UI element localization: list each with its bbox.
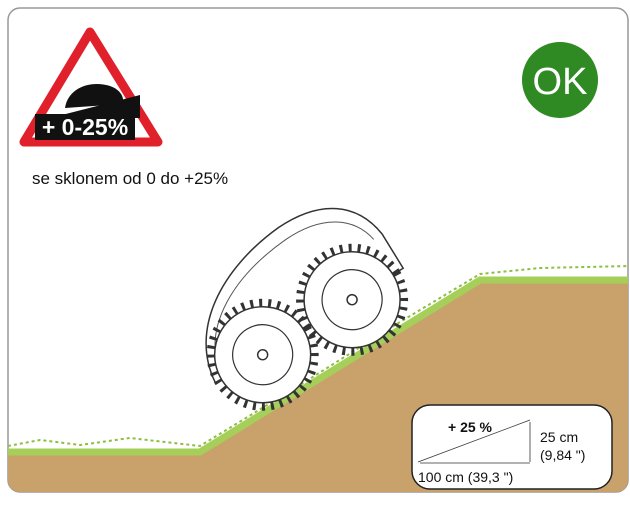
- inset-rise-inches: (9,84 "): [540, 447, 585, 463]
- inset-rise: 25 cm: [540, 429, 578, 445]
- illustration: + 0-25% OK se sklonem od 0 do +25% + 25 …: [0, 0, 630, 510]
- page: + 0-25% OK se sklonem od 0 do +25% + 25 …: [0, 0, 630, 510]
- slope-inset: + 25 % 25 cm (9,84 ") 100 cm (39,3 "): [412, 405, 612, 489]
- badge-label: + 0-25%: [42, 114, 128, 140]
- inset-run: 100 cm (39,3 "): [418, 469, 513, 485]
- inset-slope: + 25 %: [448, 419, 493, 435]
- caption: se sklonem od 0 do +25%: [32, 169, 228, 188]
- ok-label: OK: [533, 61, 588, 103]
